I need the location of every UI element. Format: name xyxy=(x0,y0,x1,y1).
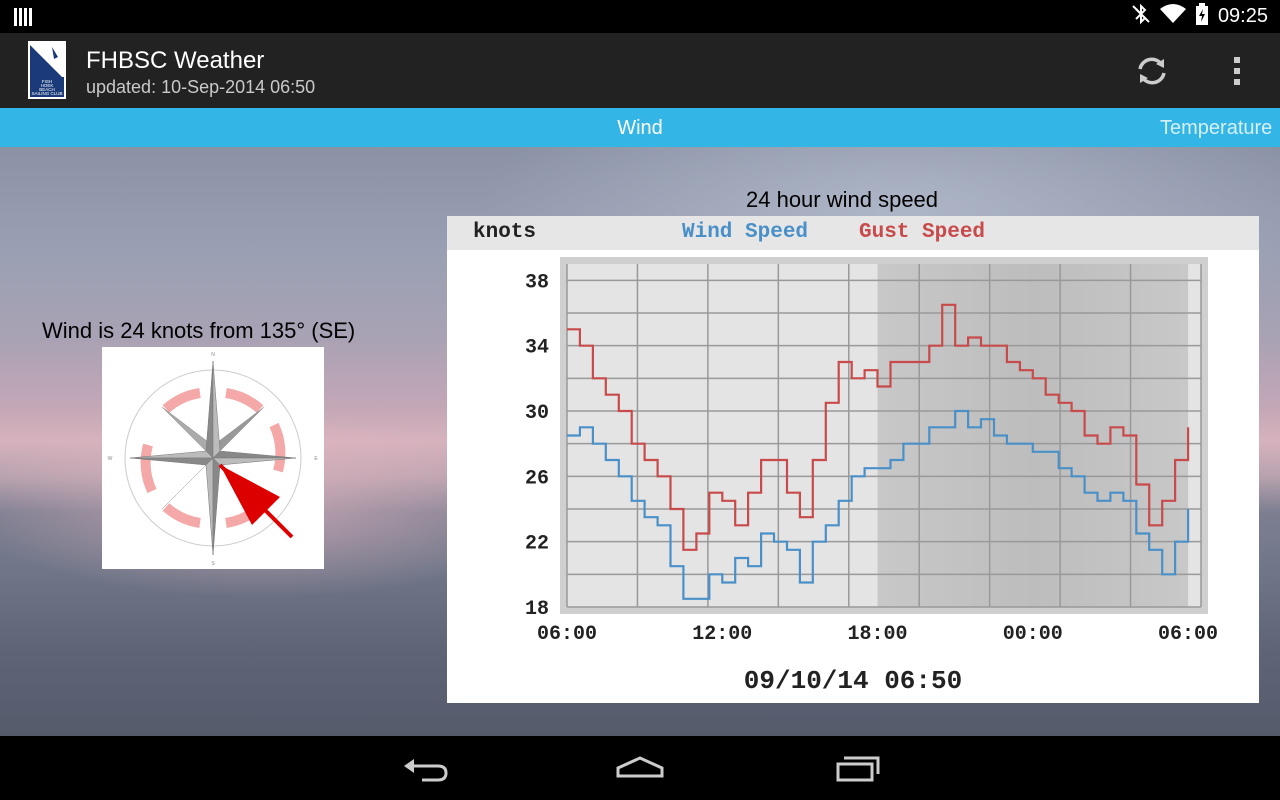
chart-title: 24 hour wind speed xyxy=(746,187,939,212)
chart-ylabel: knots xyxy=(473,221,536,244)
y-tick-label: 22 xyxy=(525,533,549,556)
wind-direction-text: Wind is 24 knots from 135° (SE) xyxy=(42,318,356,343)
bluetooth-off-icon xyxy=(1132,3,1150,30)
wind-page: Wind is 24 knots from 135° (SE) xyxy=(0,147,1280,736)
compass-rose-icon: N S W E xyxy=(108,352,319,567)
recent-apps-button[interactable] xyxy=(828,746,888,790)
tab-wind[interactable]: Wind xyxy=(617,117,663,139)
last-updated-text: updated: 10-Sep-2014 06:50 xyxy=(86,77,316,97)
x-tick-label: 12:00 xyxy=(692,623,752,646)
svg-text:E: E xyxy=(314,456,318,462)
wifi-icon xyxy=(1159,4,1186,29)
wind-arrow-icon xyxy=(218,463,294,539)
y-tick-label: 34 xyxy=(525,337,549,360)
back-icon xyxy=(404,759,448,782)
tab-strip: Wind Temperature xyxy=(0,108,1280,147)
wind-speed-series-line xyxy=(567,409,1190,600)
club-logo: FISH HOEK BEACH SAILING CLUB xyxy=(28,41,66,99)
home-button[interactable] xyxy=(610,746,670,790)
navigation-bar xyxy=(0,736,1280,800)
wind-compass: N S W E xyxy=(102,347,324,569)
tab-temperature[interactable]: Temperature xyxy=(1160,117,1273,139)
svg-text:N: N xyxy=(211,352,215,358)
back-button[interactable] xyxy=(394,746,454,790)
svg-text:HOEK: HOEK xyxy=(41,83,54,88)
svg-text:FISH: FISH xyxy=(42,79,52,84)
recent-apps-icon xyxy=(836,756,880,782)
chart-header-band xyxy=(447,216,1259,250)
overflow-menu-button[interactable] xyxy=(1222,51,1252,91)
y-tick-label: 30 xyxy=(525,402,549,425)
chart-footer-timestamp: 09/10/14 06:50 xyxy=(744,666,962,696)
svg-text:W: W xyxy=(108,456,113,462)
action-bar: FISH HOEK BEACH SAILING CLUB FHBSC Weath… xyxy=(0,33,1280,108)
wind-speed-chart: knots Wind Speed Gust Speed 38 34 30 26 22 18… xyxy=(447,216,1259,703)
gust-speed-series-line xyxy=(567,303,1190,551)
x-tick-label: 00:00 xyxy=(1003,623,1063,646)
y-tick-label: 18 xyxy=(525,598,549,621)
legend-wind-speed: Wind Speed xyxy=(682,221,808,244)
svg-text:S: S xyxy=(211,561,215,567)
x-tick-label: 18:00 xyxy=(848,623,908,646)
status-bar: 09:25 xyxy=(0,0,1280,33)
legend-gust-speed: Gust Speed xyxy=(859,221,985,244)
y-tick-label: 38 xyxy=(525,271,549,294)
night-shading xyxy=(877,264,1189,607)
refresh-icon xyxy=(1138,57,1166,85)
svg-text:SAILING CLUB: SAILING CLUB xyxy=(31,91,62,96)
notification-bars-icon xyxy=(14,7,32,32)
app-title: FHBSC Weather xyxy=(86,47,265,74)
svg-text:BEACH: BEACH xyxy=(39,87,55,92)
overflow-menu-icon xyxy=(1234,57,1240,85)
battery-icon xyxy=(1195,3,1208,30)
y-tick-label: 26 xyxy=(525,467,549,490)
home-icon xyxy=(616,756,664,778)
x-tick-label: 06:00 xyxy=(1158,623,1218,646)
refresh-button[interactable] xyxy=(1132,51,1172,91)
clock: 09:25 xyxy=(1217,5,1268,27)
x-tick-label: 06:00 xyxy=(537,623,597,646)
